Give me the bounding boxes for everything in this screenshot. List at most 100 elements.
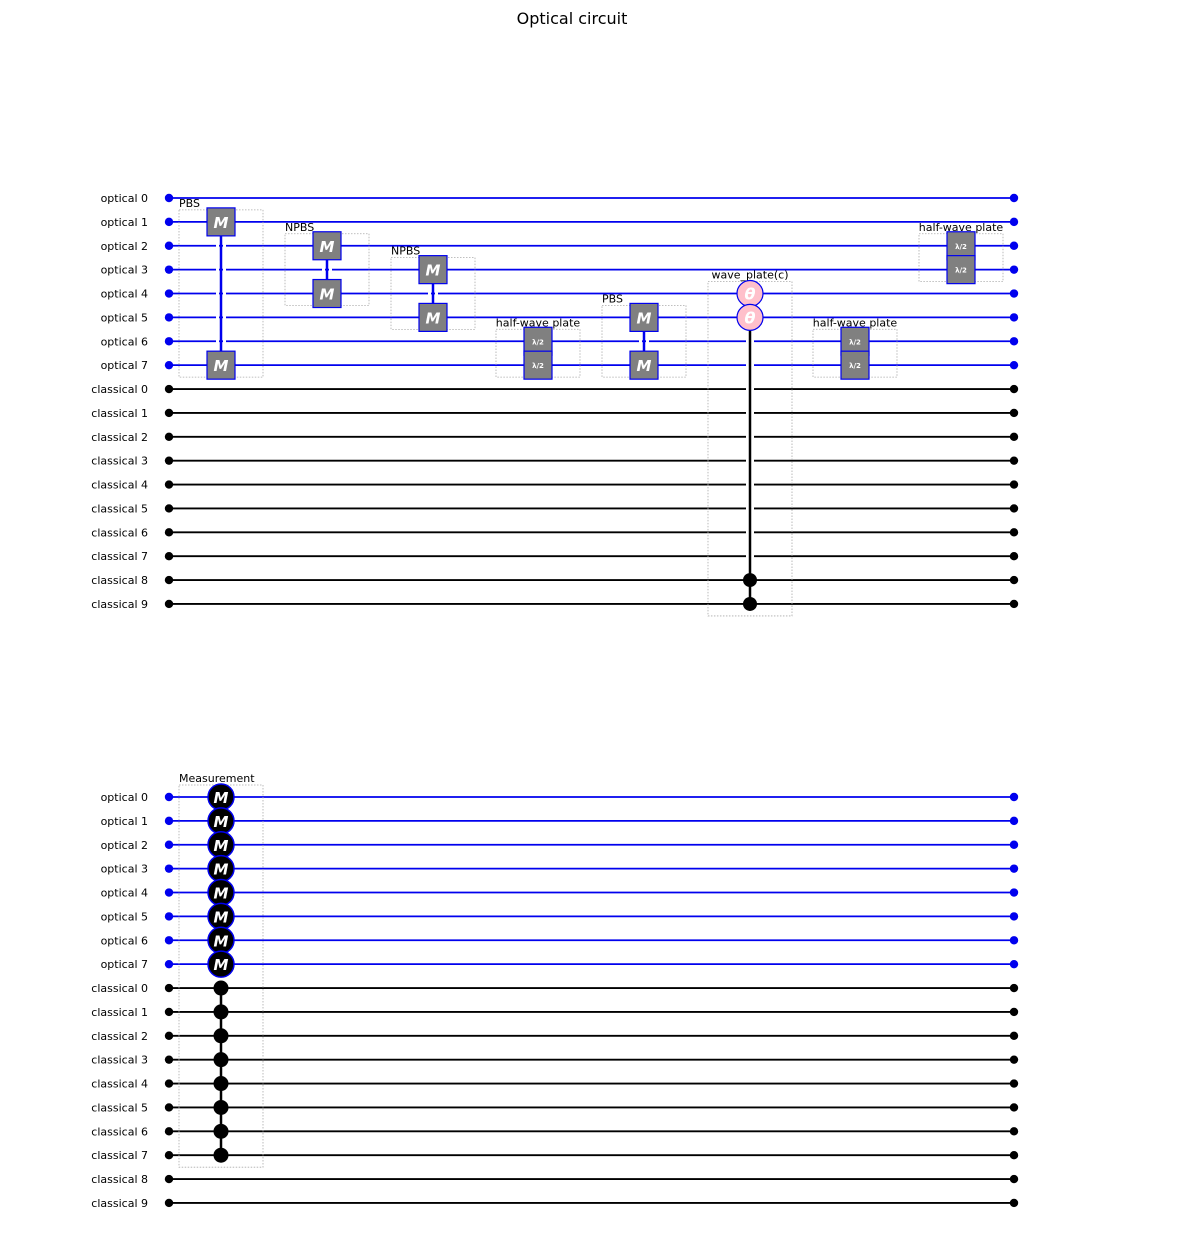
control-dot <box>743 573 757 588</box>
wire-start-dot <box>164 1198 174 1208</box>
wire-label: classical 2 <box>91 431 148 444</box>
wire-end-dot <box>1009 599 1019 609</box>
measure-icon: M <box>426 262 441 280</box>
half-wave-plate-box <box>946 255 976 285</box>
circuit-panel-0: optical 0 optical 1 optical 2 optical 3 opti… <box>91 192 1019 617</box>
wire-start-dot <box>164 840 174 849</box>
gate-theta: wave_plate(c) θθ <box>707 269 793 617</box>
wire-end-dot <box>1009 552 1019 561</box>
measure-icon: M <box>214 789 229 807</box>
wire-label: optical 7 <box>101 359 148 372</box>
wire-label: classical 9 <box>91 1197 148 1210</box>
measure-icon: M <box>214 861 229 879</box>
wire-start-dot <box>164 912 174 921</box>
circuit-panels: optical 0 optical 1 optical 2 optical 3 opti… <box>91 192 1019 1210</box>
wire-start-dot <box>164 1103 174 1112</box>
wire-start-dot <box>164 265 174 274</box>
wire-label: optical 5 <box>101 910 148 923</box>
control-dot <box>743 596 757 611</box>
wire-end-dot <box>1009 1127 1019 1136</box>
gate-label: half-wave plate <box>919 221 1004 234</box>
wire-start-dot <box>164 1031 174 1041</box>
wire-end-dot <box>1009 1198 1019 1208</box>
wire-start-dot <box>164 959 174 969</box>
wire-start-dot <box>164 1007 174 1017</box>
wire-label: classical 5 <box>91 1101 148 1114</box>
control-dot <box>213 1147 229 1163</box>
wire-label: classical 1 <box>91 1006 148 1019</box>
beam-splitter-box <box>312 278 342 309</box>
wire-label: classical 3 <box>91 455 148 468</box>
wire-start-dot <box>164 408 174 418</box>
wire-start-dot <box>164 1151 174 1160</box>
wire-label: optical 6 <box>101 335 148 348</box>
beam-splitter-box <box>206 350 236 380</box>
wire-label: classical 2 <box>91 1030 148 1043</box>
wire-end-dot <box>1009 384 1019 394</box>
measure-icon: M <box>214 214 229 232</box>
wire-start-dot <box>164 504 174 513</box>
wire-start-dot <box>164 936 174 945</box>
measure-icon: M <box>426 309 441 327</box>
wire-end-dot <box>1009 936 1019 945</box>
wire-label: classical 7 <box>91 550 148 563</box>
wire-start-dot <box>164 432 174 441</box>
wire-end-dot <box>1009 1151 1019 1160</box>
gate-plate: half-wave plate λ/2 λ/2 <box>812 316 897 380</box>
wire-label: classical 8 <box>91 1173 148 1186</box>
wire-label: optical 6 <box>101 934 148 947</box>
control-dot <box>213 1052 229 1068</box>
gate-plate: half-wave plate λ/2 λ/2 <box>495 316 580 380</box>
wire-start-dot <box>164 1079 174 1088</box>
theta-icon: θ <box>745 308 756 327</box>
wire-start-dot <box>164 792 174 802</box>
wire-start-dot <box>164 599 174 609</box>
control-dot <box>213 1123 229 1139</box>
lambda-half-icon: λ/2 <box>532 338 544 346</box>
beam-splitter-box <box>206 207 236 237</box>
measure-icon: M <box>214 932 229 950</box>
diagram-title: Optical circuit <box>517 9 628 28</box>
wire-label: classical 6 <box>91 1125 148 1138</box>
wire-end-dot <box>1009 217 1019 227</box>
circuit-panel-1: optical 0 optical 1 optical 2 optical 3 opti… <box>91 772 1019 1210</box>
wire-start-dot <box>164 983 174 993</box>
wire-start-dot <box>164 864 174 873</box>
wire-label: optical 4 <box>101 887 148 900</box>
control-dot <box>213 980 229 996</box>
wire-start-dot <box>164 337 174 346</box>
wire-start-dot <box>164 1174 174 1184</box>
wire-label: optical 0 <box>101 192 148 205</box>
wire-start-dot <box>164 456 174 465</box>
wire-end-dot <box>1009 528 1019 537</box>
theta-icon: θ <box>745 285 756 304</box>
gate-label: Measurement <box>179 772 255 785</box>
wire-start-dot <box>164 575 174 585</box>
wire-end-dot <box>1009 816 1019 826</box>
lambda-half-icon: λ/2 <box>955 243 967 251</box>
wire-label: optical 0 <box>101 791 148 804</box>
wire-end-dot <box>1009 432 1019 441</box>
gate-plate: half-wave plate λ/2 λ/2 <box>918 221 1004 285</box>
wire-label: classical 5 <box>91 502 148 515</box>
gate-label: NPBS <box>285 221 314 234</box>
half-wave-plate-box <box>840 350 870 380</box>
wire-end-dot <box>1009 888 1019 897</box>
wire-start-dot <box>164 816 174 826</box>
wire-start-dot <box>164 241 174 250</box>
wire-label: optical 3 <box>101 264 148 277</box>
beam-splitter-box <box>418 302 448 332</box>
control-dot <box>213 1004 229 1020</box>
wire-label: optical 4 <box>101 288 148 301</box>
wire-end-dot <box>1009 504 1019 513</box>
half-wave-plate-box <box>523 350 553 380</box>
wire-label: optical 3 <box>101 863 148 876</box>
wire-label: classical 4 <box>91 479 148 492</box>
wire-end-dot <box>1009 575 1019 585</box>
wire-label: classical 8 <box>91 574 148 587</box>
wire-end-dot <box>1009 912 1019 921</box>
wire-end-dot <box>1009 480 1019 489</box>
measure-icon: M <box>214 885 229 903</box>
wire-start-dot <box>164 360 174 370</box>
